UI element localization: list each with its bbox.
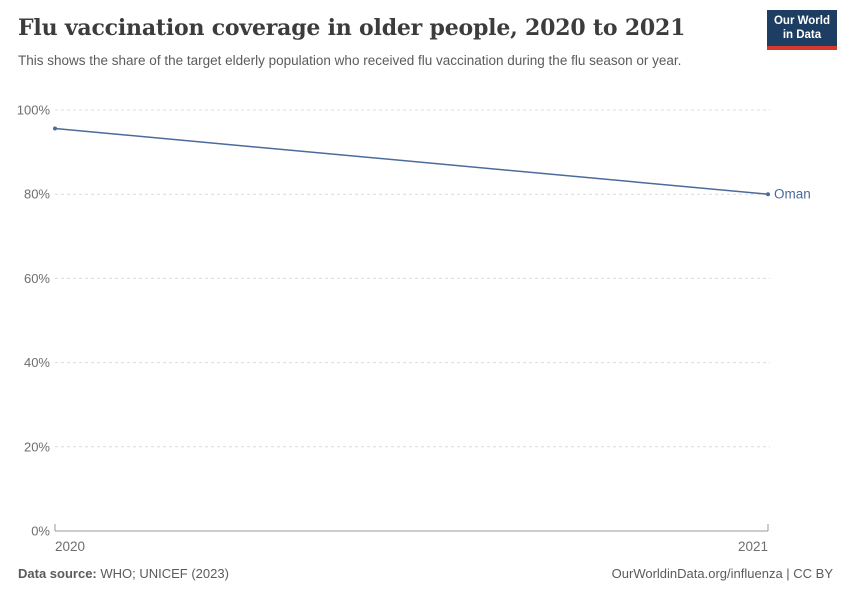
data-source-label: Data source:: [18, 566, 97, 581]
data-point: [766, 192, 770, 197]
data-source-value: WHO; UNICEF (2023): [96, 566, 229, 581]
y-tick-label: 100%: [17, 103, 51, 118]
y-tick-label: 40%: [24, 355, 50, 370]
chart-footer: Data source: WHO; UNICEF (2023) OurWorld…: [18, 566, 833, 582]
credit-link[interactable]: OurWorldinData.org/influenza | CC BY: [611, 566, 833, 581]
series-label: Oman: [774, 187, 811, 202]
logo-line-1: Our World: [773, 15, 830, 27]
x-tick-label-2020: 2020: [55, 539, 85, 554]
owid-logo[interactable]: Our World in Data: [766, 10, 837, 50]
series-line: [54, 127, 769, 195]
y-tick-label: 80%: [24, 187, 50, 202]
y-tick-label: 20%: [24, 439, 50, 454]
data-point: [53, 126, 57, 131]
data-source: Data source: WHO; UNICEF (2023): [18, 566, 229, 582]
chart-title: Flu vaccination coverage in older people…: [18, 15, 686, 41]
chart-subtitle: This shows the share of the target elder…: [18, 53, 682, 68]
y-tick-label: 60%: [24, 271, 50, 286]
y-tick-label: 0%: [31, 524, 50, 539]
logo-line-2: in Data: [782, 28, 822, 41]
x-tick-label-2021: 2021: [738, 539, 768, 554]
